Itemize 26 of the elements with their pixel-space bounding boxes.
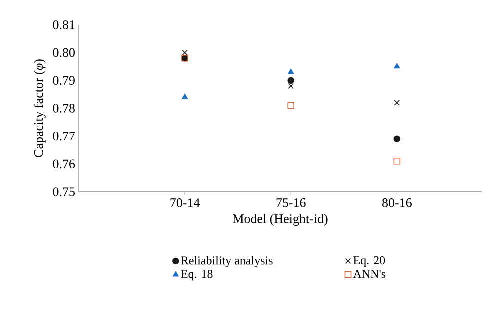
y-tick-label: 0.80 xyxy=(53,48,75,58)
legend-label: Eq. 18 xyxy=(181,270,213,281)
point xyxy=(394,136,401,143)
point xyxy=(394,158,401,165)
legend-label: Eq. 20 xyxy=(354,256,386,268)
y-tick-label: 0.75 xyxy=(53,188,75,196)
x-tick-label: 75-16 xyxy=(276,198,306,208)
x-tick-label: 70-14 xyxy=(170,198,200,208)
point xyxy=(288,77,295,84)
y-tick-label: 0.77 xyxy=(53,132,76,141)
point xyxy=(394,63,400,69)
y-tick-label: 0.79 xyxy=(53,76,75,86)
y-tick-label: 0.81 xyxy=(53,20,75,30)
legend-label: Reliability analysis xyxy=(181,256,273,268)
x-axis-title: Model (Height-id) xyxy=(233,214,328,226)
point xyxy=(394,100,400,106)
point xyxy=(288,102,295,110)
y-axis-title: Capacity factor (φ) xyxy=(34,60,46,158)
y-tick-label: 0.76 xyxy=(53,160,76,169)
x-tick-label: 80-16 xyxy=(382,198,412,208)
point xyxy=(182,94,188,100)
point xyxy=(182,50,188,56)
point xyxy=(288,68,294,74)
legend-label: ANN's xyxy=(353,270,386,278)
y-tick-label: 0.78 xyxy=(53,104,75,113)
point xyxy=(288,83,294,90)
